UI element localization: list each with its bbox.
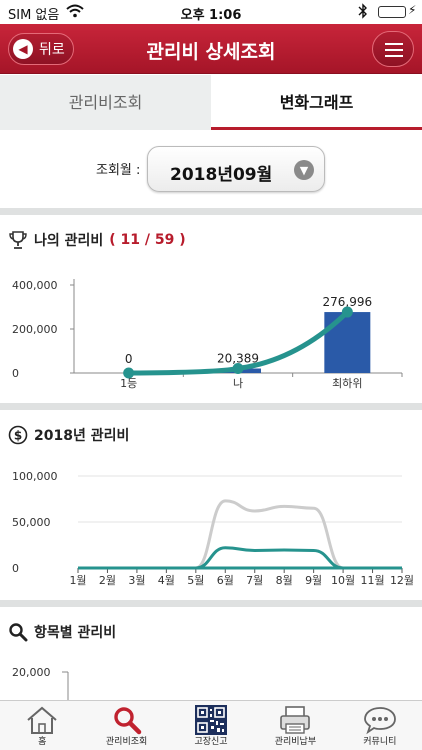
printer-icon <box>278 705 312 739</box>
my-fee-title: 나의 관리비 <box>34 233 104 249</box>
x-tick-label: 4월 <box>158 574 175 587</box>
month-select[interactable]: 2018년09월 ▼ <box>147 146 325 192</box>
status-bar: SIM 없음 오후 1:06 ⚡ <box>0 0 422 24</box>
year-fee-heading: $ 2018년 관리비 <box>8 425 129 445</box>
bar <box>324 312 371 373</box>
x-tick-label: 2월 <box>99 574 116 587</box>
x-tick-label: 7월 <box>246 574 263 587</box>
data-point <box>232 363 244 375</box>
data-label: 0 <box>125 352 133 366</box>
x-tick-label: 최하위 <box>332 376 362 390</box>
y-tick-label: 20,000 <box>12 666 51 679</box>
nav-fee-lookup-label: 관리비조회 <box>105 737 148 747</box>
x-tick-label: 5월 <box>187 574 204 587</box>
section-divider <box>0 600 422 607</box>
charging-icon: ⚡ <box>408 3 417 17</box>
nav-community[interactable]: 커뮤니티 <box>338 701 422 750</box>
series-line <box>78 546 402 570</box>
page-title: 관리비 상세조회 <box>146 41 276 63</box>
app-header: ◀ 뒤로 관리비 상세조회 <box>0 24 422 74</box>
data-label: 276,996 <box>323 295 373 309</box>
nav-fee-payment-label: 관리비납부 <box>274 737 317 747</box>
year-fee-chart: 100,000 50,000 0 1월 2월 3월 4월 5월 6월 7월 8월 9월 10월 11월 12… <box>12 470 414 587</box>
nav-home[interactable]: 홈 <box>0 701 84 750</box>
chevron-left-icon: ◀ <box>13 39 33 59</box>
x-tick-label: 12월 <box>390 574 414 587</box>
hamburger-icon-line <box>385 55 403 57</box>
y-tick-label: 0 <box>12 367 19 380</box>
item-fee-heading: 항목별 관리비 <box>8 622 116 642</box>
item-fee-chart: 20,000 <box>12 666 69 700</box>
y-tick-label: 400,000 <box>12 279 58 292</box>
tab-change-graph[interactable]: 변화그래프 <box>211 75 422 130</box>
nav-fault-report-label: 고장신고 <box>194 737 228 747</box>
back-button-label: 뒤로 <box>39 42 65 58</box>
bottom-nav: 홈 관리비조회 고장신고 관리비납부 커뮤니티 <box>0 700 422 750</box>
clock: 오후 1:06 <box>180 8 242 23</box>
search-icon <box>8 622 28 642</box>
nav-fault-report[interactable]: 고장신고 <box>169 701 253 750</box>
data-label: 20,389 <box>217 352 259 366</box>
x-tick-label: 1등 <box>120 377 137 390</box>
year-fee-title: 2018년 관리비 <box>34 428 130 444</box>
tab-bar: 관리비조회 변화그래프 <box>0 75 422 130</box>
x-tick-label: 8월 <box>276 574 293 587</box>
carrier-label: SIM 없음 <box>8 8 60 23</box>
month-selector-row: 조회월 : 2018년09월 ▼ <box>0 140 422 200</box>
nav-home-label: 홈 <box>38 737 47 747</box>
month-select-value: 2018년09월 <box>170 165 273 185</box>
x-tick-label: 11월 <box>360 574 384 587</box>
home-icon <box>25 705 59 739</box>
section-divider <box>0 208 422 215</box>
battery-icon <box>378 6 406 18</box>
wifi-icon <box>66 4 84 22</box>
x-tick-label: 3월 <box>128 574 145 587</box>
y-tick-label: 0 <box>12 562 19 575</box>
dollar-icon: $ <box>8 425 28 445</box>
my-fee-chart: 400,000 200,000 0 1등 0 나 20,389 최하위 276,996 <box>12 279 403 390</box>
section-divider <box>0 403 422 410</box>
trophy-icon <box>8 230 28 250</box>
series-line <box>78 499 402 570</box>
back-button[interactable]: ◀ 뒤로 <box>8 33 74 65</box>
nav-community-label: 커뮤니티 <box>363 737 397 747</box>
hamburger-icon <box>385 43 403 45</box>
y-tick-label: 100,000 <box>12 470 58 483</box>
month-label: 조회월 : <box>96 163 141 178</box>
tab-fee-lookup[interactable]: 관리비조회 <box>0 75 211 130</box>
my-fee-heading: 나의 관리비 ( 11 / 59 ) <box>8 230 186 250</box>
chat-bubble-icon <box>363 705 397 739</box>
chevron-down-icon: ▼ <box>294 160 314 180</box>
nav-fee-lookup[interactable]: 관리비조회 <box>84 701 168 750</box>
x-tick-label: 6월 <box>217 574 234 587</box>
x-tick-label: 10월 <box>331 574 355 587</box>
rank-value: ( 11 / 59 ) <box>109 232 186 248</box>
y-tick-label: 200,000 <box>12 323 58 336</box>
svg-text:$: $ <box>14 429 22 443</box>
data-point <box>123 367 135 379</box>
nav-fee-payment[interactable]: 관리비납부 <box>253 701 337 750</box>
hamburger-icon-line <box>385 49 403 51</box>
y-tick-label: 50,000 <box>12 516 51 529</box>
qr-code-icon <box>195 705 228 739</box>
data-point <box>341 306 353 318</box>
search-icon <box>110 705 144 739</box>
x-tick-label: 나 <box>233 377 243 390</box>
bluetooth-icon <box>358 3 368 23</box>
menu-button[interactable] <box>372 31 414 67</box>
x-tick-label: 1월 <box>69 574 86 587</box>
x-tick-label: 9월 <box>305 574 322 587</box>
item-fee-title: 항목별 관리비 <box>34 625 117 641</box>
